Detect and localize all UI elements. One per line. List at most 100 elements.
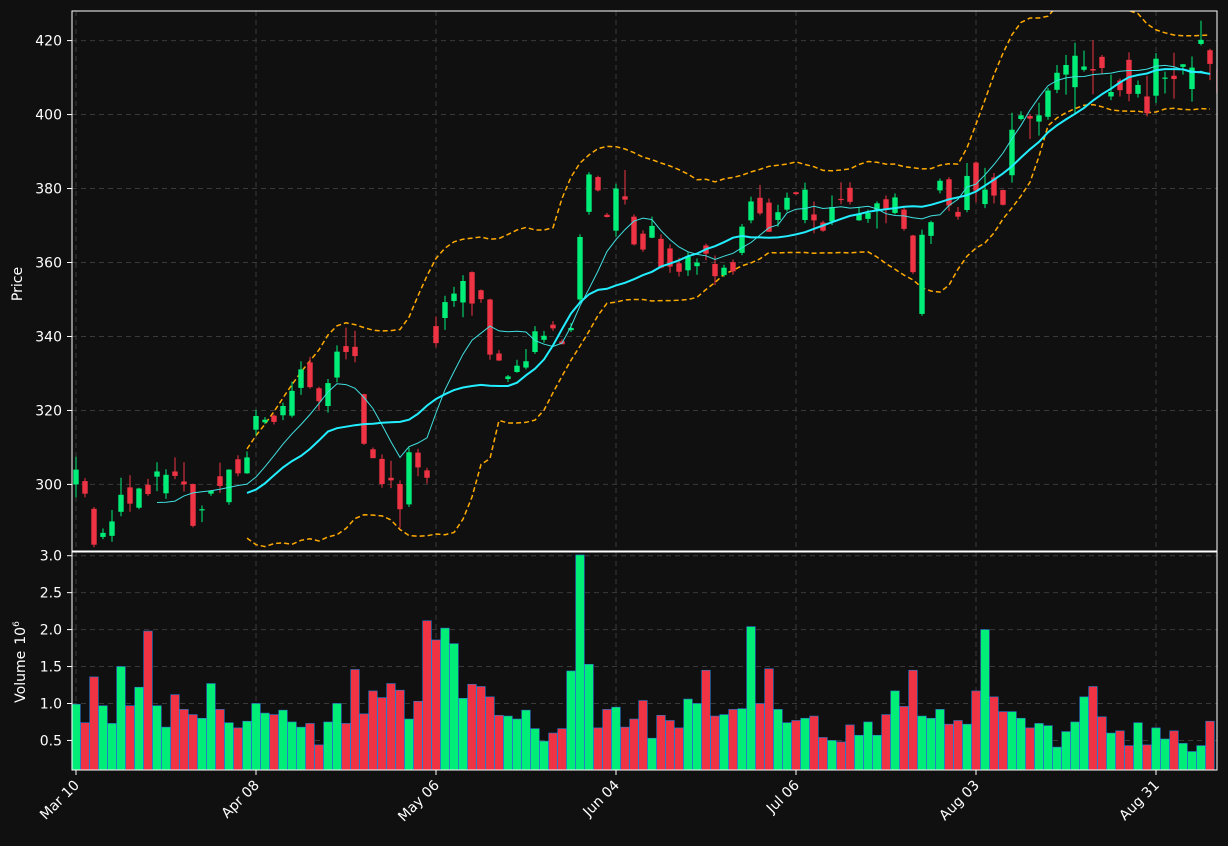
- volume-bar: [926, 717, 936, 771]
- candle-body: [1198, 39, 1204, 44]
- volume-bar: [935, 709, 945, 771]
- candle-body: [262, 419, 268, 423]
- candle-body: [307, 362, 313, 388]
- volume-bar: [971, 690, 981, 771]
- candle-body: [487, 299, 493, 355]
- candle-body: [883, 199, 889, 209]
- candle-body: [433, 326, 439, 344]
- candle-body: [478, 290, 484, 300]
- volume-bar: [503, 715, 513, 771]
- volume-bar: [1007, 711, 1017, 771]
- candle-body: [244, 457, 250, 474]
- volume-bar: [1142, 744, 1152, 771]
- volume-bar: [638, 700, 648, 771]
- volume-bar: [764, 668, 774, 771]
- volume-tick-label: 0.5: [40, 733, 62, 749]
- candle-body: [460, 281, 466, 303]
- volume-bar: [134, 686, 144, 771]
- volume-bar: [593, 727, 603, 771]
- candle-body: [1000, 190, 1006, 205]
- volume-bar: [1160, 738, 1170, 771]
- price-tick-label: 300: [35, 477, 62, 493]
- candle-body: [1027, 116, 1033, 119]
- volume-bar: [1052, 746, 1062, 771]
- candle-body: [667, 248, 673, 267]
- volume-bar: [1088, 686, 1098, 771]
- volume-bar: [260, 712, 270, 771]
- volume-bar: [692, 703, 702, 771]
- volume-bar: [359, 713, 369, 771]
- volume-bar: [386, 683, 396, 771]
- candle-body: [1063, 65, 1069, 75]
- volume-bar: [881, 714, 891, 771]
- candle-body: [685, 256, 691, 271]
- candle-body: [649, 225, 655, 238]
- volume-bar: [782, 722, 792, 771]
- volume-bar: [143, 630, 153, 771]
- volume-bar: [791, 720, 801, 771]
- candle-body: [334, 351, 340, 378]
- volume-bar: [773, 709, 783, 771]
- candle-body: [712, 263, 718, 277]
- candle-body: [163, 474, 169, 494]
- candle-body: [469, 272, 475, 304]
- volume-bar: [755, 703, 765, 771]
- candle-body: [496, 353, 502, 361]
- candle-body: [343, 346, 349, 353]
- volume-bar: [1097, 716, 1107, 771]
- volume-tick-label: 3.0: [40, 549, 62, 565]
- volume-bar: [431, 639, 441, 771]
- candle-body: [982, 189, 988, 205]
- short-moving-average-line: [156, 64, 1211, 503]
- candle-body: [1171, 75, 1177, 80]
- candle-body: [181, 481, 187, 485]
- candles: [73, 20, 1217, 548]
- price-tick-label: 400: [35, 108, 62, 124]
- volume-bar: [458, 698, 468, 771]
- volume-bar: [242, 720, 252, 771]
- volume-bar: [1079, 696, 1089, 771]
- candle-body: [1054, 72, 1060, 90]
- candle-body: [901, 209, 907, 229]
- volume-bar: [611, 706, 621, 771]
- candle-body: [793, 192, 799, 195]
- volume-bar: [278, 709, 288, 771]
- volume-bar: [332, 703, 342, 771]
- volume-bar: [188, 714, 198, 771]
- candle-body: [316, 388, 322, 402]
- candle-body: [874, 203, 880, 212]
- candle-body: [145, 484, 151, 495]
- candle-body: [1045, 90, 1051, 117]
- candle-body: [109, 521, 115, 536]
- volume-bar: [1178, 743, 1188, 771]
- volume-bar: [152, 705, 162, 771]
- volume-tick-label: 1.0: [40, 696, 62, 712]
- candle-body: [1108, 92, 1114, 97]
- volume-bar: [989, 696, 999, 771]
- volume-bar: [1196, 745, 1206, 771]
- candle-body: [82, 481, 88, 494]
- candle-body: [289, 390, 295, 416]
- volume-bar: [962, 723, 972, 771]
- candle-body: [235, 459, 241, 474]
- volume-bar: [917, 715, 927, 771]
- volume-bar: [485, 696, 495, 771]
- volume-bar: [521, 709, 531, 771]
- candle-body: [379, 458, 385, 485]
- volume-bar: [287, 721, 297, 771]
- volume-bar: [827, 740, 837, 771]
- volume-bar: [953, 720, 963, 771]
- candle-body: [397, 484, 403, 510]
- candle-body: [586, 174, 592, 212]
- candle-body: [1189, 67, 1195, 90]
- candle-body: [226, 469, 232, 503]
- candle-body: [694, 262, 700, 267]
- volume-bar: [1151, 727, 1161, 771]
- volume-bar: [836, 741, 846, 771]
- volume-bar: [494, 715, 504, 771]
- volume-bar: [728, 709, 738, 771]
- candle-body: [784, 197, 790, 210]
- volume-bar: [539, 740, 549, 771]
- volume-bars: [71, 554, 1215, 771]
